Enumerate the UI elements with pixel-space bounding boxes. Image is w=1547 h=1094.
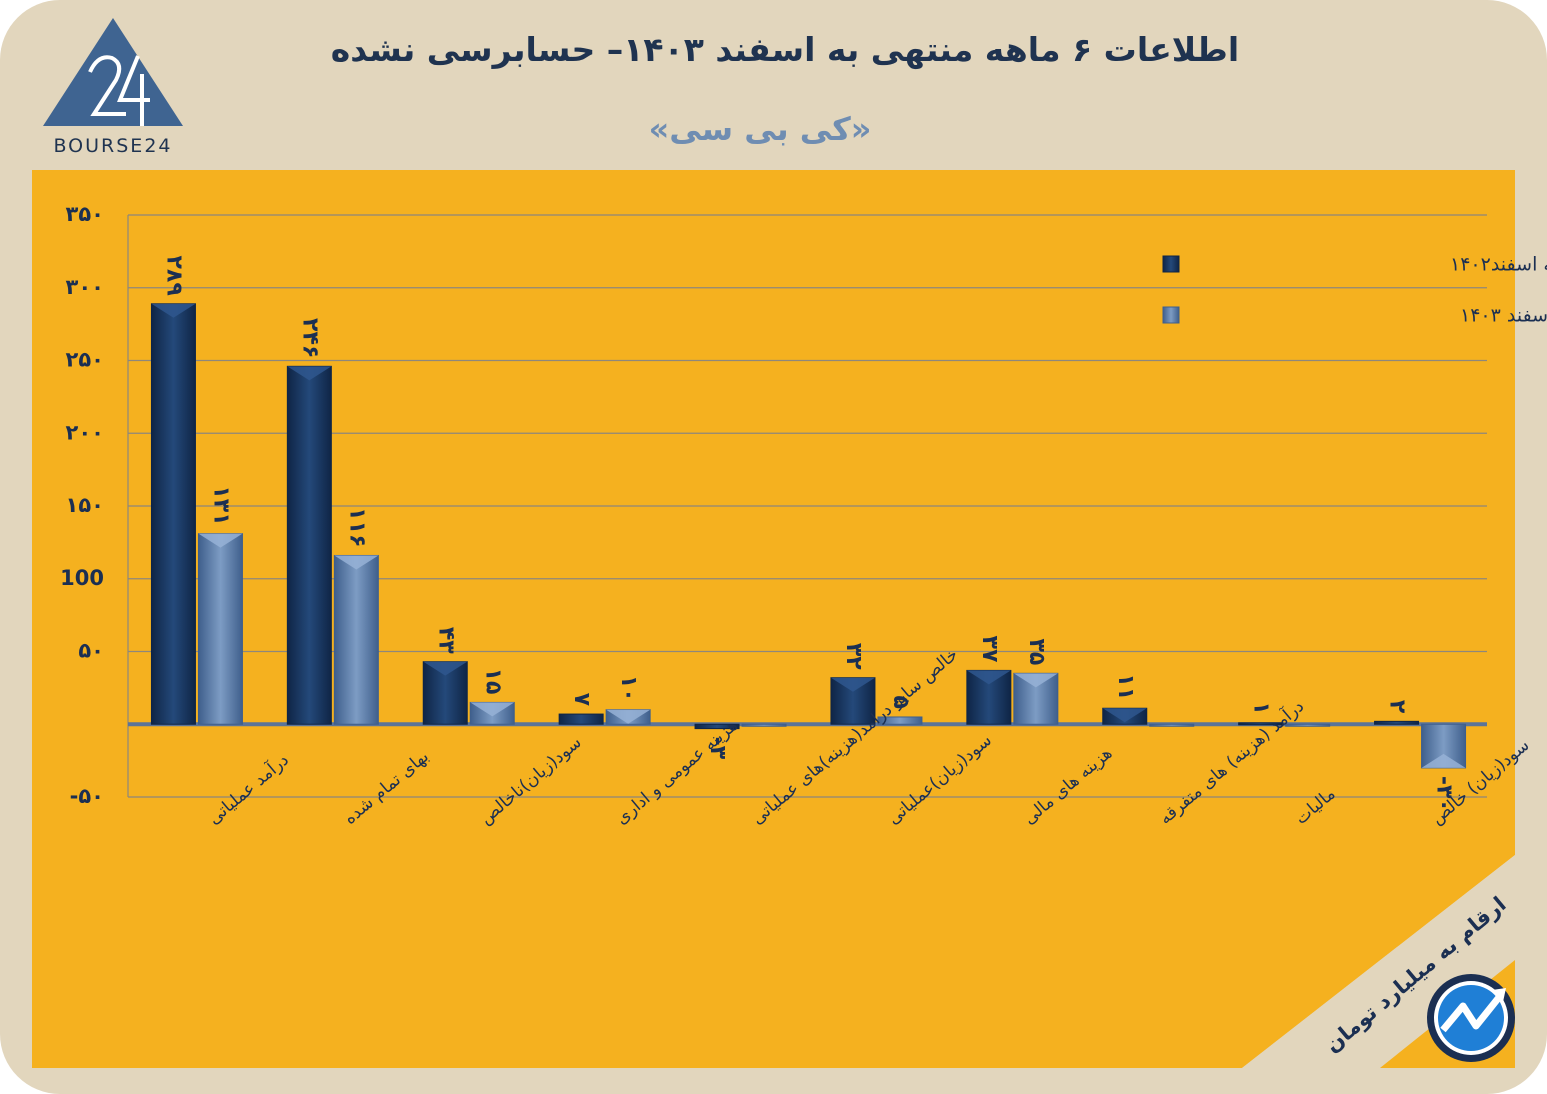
legend-label-1403: عملکرد منتهی به اسفند ۱۴۰۳ [1460,305,1547,327]
bar-1403-bevel [606,709,651,724]
bar-value-label: -۳۰ [1432,776,1457,812]
bar-1403 [741,723,787,727]
y-tick-label: 100 [60,566,104,590]
logo-text: BOURSE24 [53,135,172,157]
bar-value-label: ۳۵ [1024,638,1049,665]
bar-1403-bevel [198,533,243,548]
bar-1402 [286,365,332,725]
bar-value-label: ۲۴۶ [297,318,322,358]
bar-value-label: ۴۳ [433,627,458,654]
legend-swatch-1403 [1162,306,1180,324]
chart-trend-icon [1427,974,1515,1062]
bar-value-label: ۵ [888,696,913,709]
y-tick-label: ۳۰۰ [66,275,104,299]
bar-value-label: ۱۱۶ [344,507,369,547]
bar-1402-bevel [830,677,875,692]
y-tick-label: ۳۵۰ [66,202,104,226]
bar-1402-bevel [287,366,332,381]
bar-value-label: ۱۵ [480,668,505,695]
bar-1403 [333,554,379,725]
bar-value-label: ۱۳۱ [208,485,233,525]
bar-1402 [558,713,604,725]
bar-1402 [1238,722,1284,726]
legend-label-1402: عملکرد منتهی به اسفند۱۴۰۲ [1450,254,1547,276]
bar-1402-bevel [1102,708,1147,723]
bar-1402-bevel [423,661,468,676]
bar-value-label: -۳ [705,737,730,760]
chart-subtitle: «کی بی سی» [648,110,872,148]
bar-value-label: ۷ [569,693,594,707]
bar-value-label: ۲۸۹ [161,255,186,295]
grid-layer: ۳۵۰ ۳۰۰ ۲۵۰ ۲۰۰ ۱۵۰ 100 ۵۰ -۵۰ [60,202,1487,808]
bar-1402 [150,303,196,725]
bar-1403-bevel [334,555,379,570]
chart-title: اطلاعات ۶ ماهه منتهی به اسفند ۱۴۰۳– حساب… [330,30,1240,69]
bar-1402 [1374,720,1420,725]
bar-1402-bevel [151,303,196,318]
unit-ribbon [1242,855,1515,1068]
bar-1403-bevel [470,702,515,717]
bar-1403 [1149,723,1195,727]
bar-1403 [1285,723,1331,727]
legend-swatch-1402 [1162,255,1180,273]
plot-panel [32,170,1515,1068]
bar-1403 [877,716,923,725]
bar-value-label: ۱۱ [1113,673,1138,700]
bar-value-label: ۱ [1249,701,1274,714]
bar-value-label: ۳۲ [841,643,866,670]
y-tick-label: ۲۰۰ [66,420,104,444]
bar-1402 [694,723,740,730]
y-tick-label: -۵۰ [70,784,104,808]
bar-value-label: ۱۰ [616,675,641,702]
y-tick-label: ۵۰ [78,639,104,663]
bar-1403-bevel [1421,753,1466,768]
bar-1402-bevel [966,670,1011,685]
y-tick-label: ۲۵۰ [66,348,104,372]
bars-layer [150,303,1467,769]
bar-value-label: ۲ [1385,700,1410,714]
bourse24-logo: BOURSE24 [43,18,183,157]
bar-1403-bevel [1013,673,1058,688]
bar-1403 [197,533,243,725]
bar-value-label: ۳۷ [977,636,1002,663]
legend: عملکرد منتهی به اسفند۱۴۰۲ عملکرد منتهی ب… [1162,254,1547,327]
y-tick-label: ۱۵۰ [66,493,104,517]
